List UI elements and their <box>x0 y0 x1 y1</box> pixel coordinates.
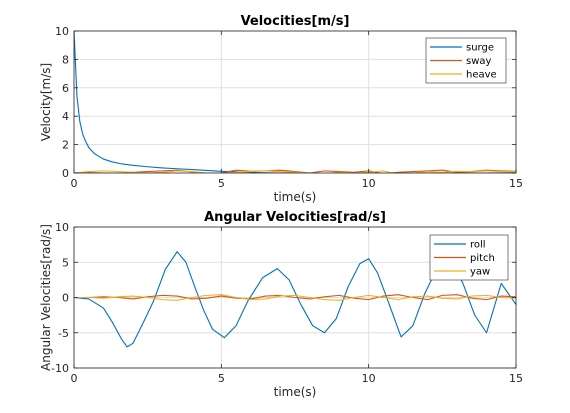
legend-label-yaw: yaw <box>470 267 490 278</box>
axes-frame <box>73 30 517 174</box>
x-tick-label: 0 <box>71 372 78 385</box>
y-tick-label: 2 <box>62 139 69 152</box>
x-tick-label: 10 <box>362 177 376 190</box>
series-line-heave <box>74 170 516 173</box>
chart-1: 0 5 10 15 0 2 4 6 8 10 Velocities[m/s] time(s) Veloc… <box>39 14 523 204</box>
legend-label-pitch: pitch <box>470 253 495 264</box>
series-line-roll <box>74 251 516 348</box>
y-tick-label: 10 <box>55 221 69 234</box>
x-tick-label: 0 <box>71 177 78 190</box>
y-tick-label: 8 <box>62 53 69 66</box>
series-line-pitch <box>74 294 516 301</box>
y-tick-label: 4 <box>62 110 69 123</box>
x-tick-label: 15 <box>509 177 523 190</box>
series-line-sway <box>74 169 516 173</box>
x-tick-label: 15 <box>509 372 523 385</box>
legend-label-roll: roll <box>470 240 486 251</box>
chart-title: Angular Velocities[rad/s] <box>204 210 386 225</box>
y-axis-label: Velocity[m/s] <box>39 63 53 141</box>
y-tick-label: -10 <box>51 362 69 375</box>
series-line-yaw <box>74 294 516 301</box>
y-tick-label: 6 <box>62 82 69 95</box>
legend-label-sway: sway <box>466 56 492 67</box>
legend-label-heave: heave <box>466 70 497 81</box>
y-tick-label: -5 <box>58 327 69 340</box>
y-tick-label: 5 <box>62 256 69 269</box>
legend-label-surge: surge <box>466 43 494 54</box>
legend: surge sway heave <box>425 37 507 84</box>
x-axis-label: time(s) <box>274 385 317 399</box>
x-tick-label: 10 <box>362 372 376 385</box>
x-axis-label: time(s) <box>274 190 317 204</box>
y-axis-label: Angular Velocities[rad/s] <box>39 224 53 371</box>
y-tick-label: 10 <box>55 25 69 38</box>
y-tick-label: 0 <box>62 292 69 305</box>
chart-title: Velocities[m/s] <box>241 14 350 29</box>
x-tick-label: 5 <box>218 177 225 190</box>
y-tick-label: 0 <box>62 167 69 180</box>
series-line-surge <box>74 31 516 173</box>
x-tick-label: 5 <box>218 372 225 385</box>
legend: roll pitch yaw <box>429 234 509 281</box>
